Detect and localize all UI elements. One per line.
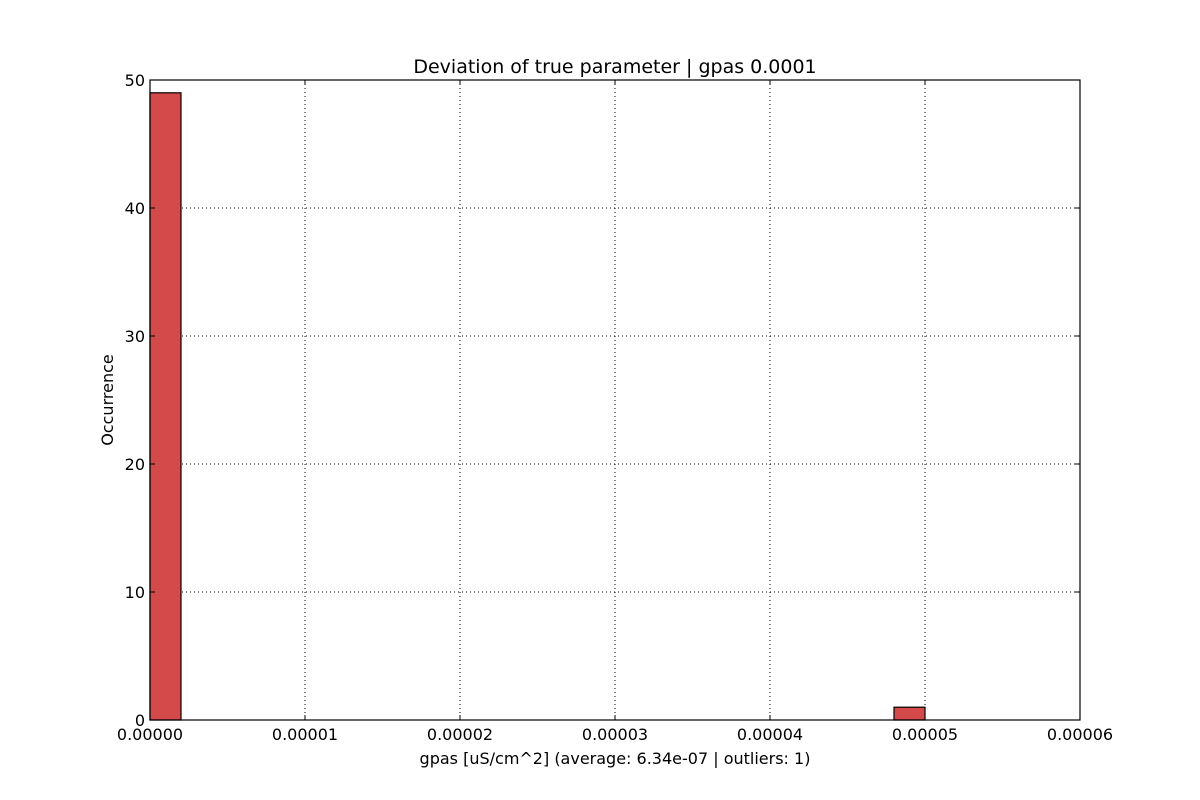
chart-title: Deviation of true parameter | gpas 0.000… [413,56,816,78]
x-tick-label: 0.00000 [117,725,183,744]
x-tick-label: 0.00001 [272,725,338,744]
y-tick-label: 0 [135,711,145,730]
y-axis-label: Occurrence [98,354,117,445]
y-tick-label: 30 [125,327,145,346]
x-tick-label: 0.00003 [582,725,648,744]
histogram-bar [149,92,182,721]
histogram-bar [893,706,926,721]
x-axis-label: gpas [uS/cm^2] (average: 6.34e-07 | outl… [420,749,811,768]
y-tick-label: 40 [125,199,145,218]
y-tick-label: 20 [125,455,145,474]
grid-lines [150,80,1080,720]
x-tick-label: 0.00004 [737,725,803,744]
y-tick-label: 10 [125,583,145,602]
x-tick-label: 0.00005 [892,725,958,744]
y-tick-label: 50 [125,71,145,90]
histogram-bars [149,92,926,721]
tick-labels: 0.00000 0.00001 0.00002 0.00003 0.00004 0.000… [117,71,1113,744]
axis-ticks [149,79,1081,721]
x-tick-label: 0.00006 [1047,725,1113,744]
x-tick-label: 0.00002 [427,725,493,744]
